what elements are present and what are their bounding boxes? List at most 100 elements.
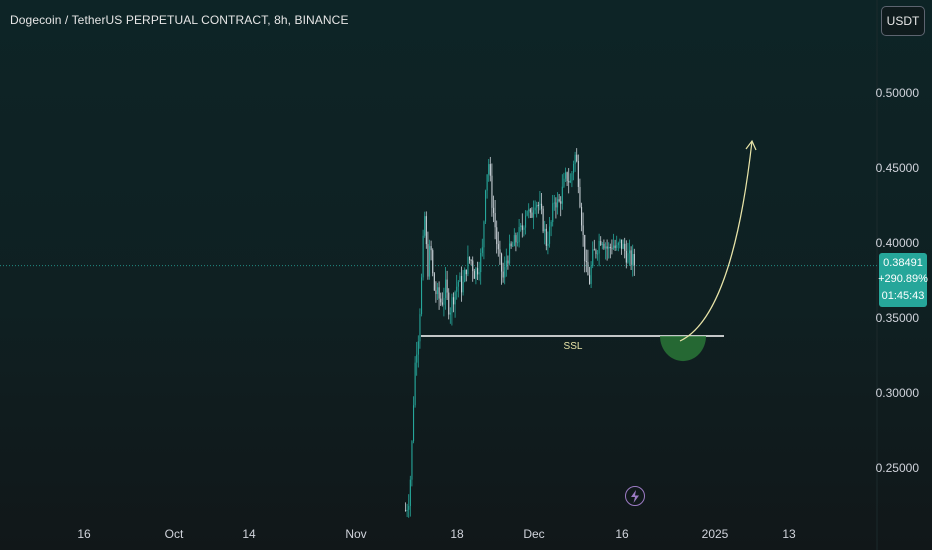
price-axis-label: 0.40000	[876, 236, 920, 250]
time-axis-label: Oct	[165, 527, 184, 541]
candle	[529, 209, 531, 213]
candle	[417, 341, 419, 355]
candle	[472, 260, 474, 272]
candle	[584, 234, 586, 261]
candle	[478, 272, 480, 275]
candle	[507, 260, 509, 264]
candle	[531, 212, 533, 218]
candle	[557, 199, 559, 208]
projection-arrow	[679, 140, 753, 342]
candle	[521, 225, 523, 230]
candle	[481, 247, 483, 253]
candle	[422, 235, 424, 278]
candle	[473, 271, 475, 279]
candle	[440, 298, 442, 303]
candle	[405, 510, 407, 511]
candle	[494, 213, 496, 228]
candle	[406, 509, 408, 511]
candle	[499, 249, 501, 254]
candle	[576, 154, 578, 162]
candle	[581, 206, 583, 226]
candle	[491, 175, 493, 208]
time-axis: 16 Oct 14 Nov 18 Dec 16 2025 13	[77, 527, 796, 541]
candle	[419, 314, 421, 342]
candle	[523, 227, 525, 230]
candle	[409, 479, 411, 507]
candle	[477, 268, 479, 275]
candle	[589, 275, 591, 284]
candle	[558, 199, 560, 202]
candle	[606, 246, 608, 249]
lightning-icon[interactable]	[625, 486, 645, 506]
price-axis-label: 0.30000	[876, 386, 920, 400]
price-axis-label: 0.45000	[876, 161, 920, 175]
candle	[633, 253, 635, 266]
candle	[585, 260, 587, 263]
candle	[574, 154, 576, 164]
candle	[573, 163, 575, 174]
candle	[462, 281, 464, 293]
candle	[622, 243, 624, 249]
candle	[456, 286, 458, 292]
candle	[550, 221, 552, 227]
candle	[438, 287, 440, 299]
candle	[609, 247, 611, 249]
candle	[489, 164, 491, 176]
candle	[595, 250, 597, 255]
candle	[486, 174, 488, 191]
candle	[430, 246, 432, 251]
candle	[517, 242, 519, 244]
candle	[614, 245, 616, 248]
candle	[547, 243, 549, 246]
candle	[616, 245, 618, 248]
candle	[619, 239, 621, 244]
chart-title: Dogecoin / TetherUS PERPETUAL CONTRACT, …	[10, 13, 349, 27]
candle	[510, 243, 512, 247]
candle	[427, 244, 429, 277]
candle	[429, 246, 431, 277]
candle	[457, 281, 459, 287]
candle	[446, 279, 448, 293]
candle	[600, 240, 602, 245]
currency-selector-button[interactable]: USDT	[881, 6, 925, 36]
time-axis-label: 16	[77, 527, 91, 541]
candle	[541, 203, 543, 209]
time-axis-label: Dec	[523, 527, 544, 541]
candle	[525, 215, 527, 228]
candle	[629, 250, 631, 254]
candle	[627, 253, 629, 263]
candle	[432, 250, 434, 274]
candle	[568, 181, 570, 183]
projection-arrowhead-icon	[745, 139, 757, 151]
candle	[505, 260, 507, 267]
candle	[621, 239, 623, 249]
current-price-tag: 0.38491 +290.89% 01:45:43	[878, 253, 928, 307]
candle	[453, 297, 455, 305]
candle	[435, 290, 437, 295]
candle	[536, 204, 538, 208]
candle	[539, 203, 541, 206]
candle	[518, 227, 520, 243]
candle	[454, 291, 456, 305]
candle	[475, 268, 477, 279]
time-axis-label: 18	[450, 527, 464, 541]
candle	[560, 201, 562, 204]
candle	[437, 287, 439, 295]
time-axis-label: Nov	[345, 527, 366, 541]
candle	[605, 246, 607, 249]
candle	[624, 243, 626, 251]
candle	[597, 253, 599, 255]
candle	[502, 271, 504, 278]
candle	[449, 312, 451, 315]
candle	[603, 243, 605, 249]
candle	[571, 173, 573, 181]
candle	[504, 266, 506, 278]
candle	[416, 354, 418, 363]
candle	[625, 250, 627, 263]
candle	[421, 277, 423, 315]
candle	[528, 209, 530, 211]
change-percent: +290.89%	[878, 273, 928, 286]
candle	[601, 243, 603, 245]
price-axis-label: 0.50000	[876, 86, 920, 100]
